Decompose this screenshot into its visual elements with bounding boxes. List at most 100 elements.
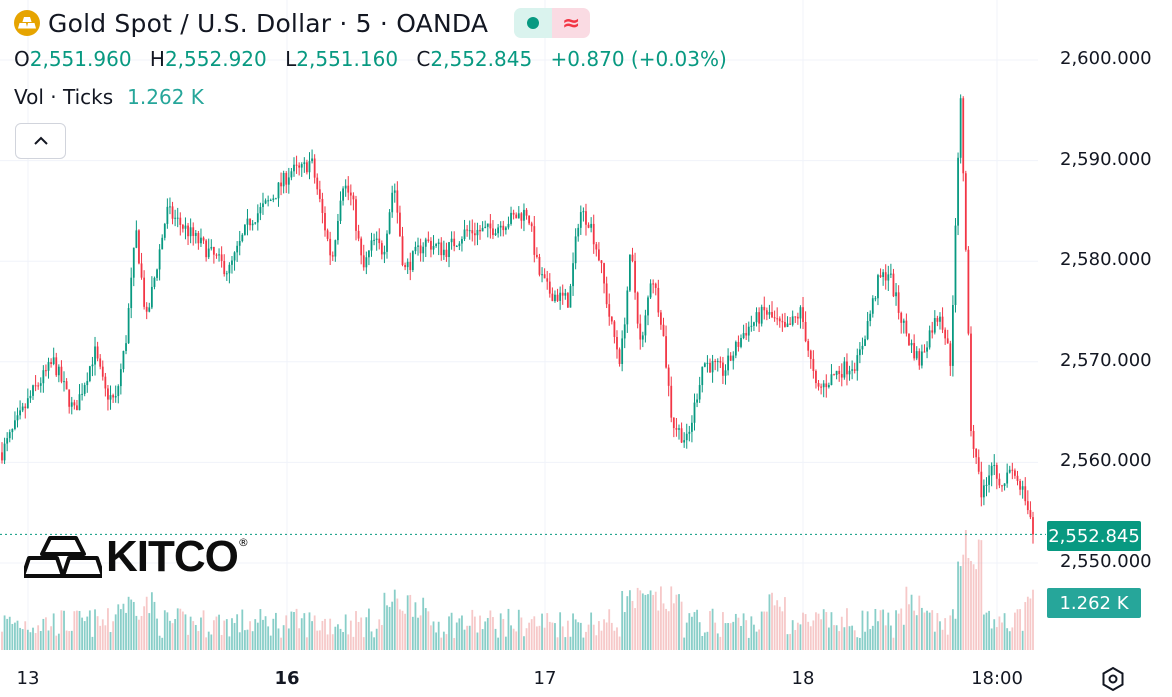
volume-bar (476, 632, 479, 650)
volume-bar (936, 613, 939, 650)
market-status[interactable]: ≈ (514, 8, 591, 38)
candle-body (843, 361, 846, 378)
volume-bar (290, 611, 293, 650)
candle-body (205, 240, 208, 258)
volume-bar (967, 557, 970, 650)
volume-bar (874, 608, 877, 650)
candle-body (215, 254, 218, 256)
candle-body (158, 249, 161, 270)
candle-body (838, 370, 841, 375)
volume-bar (24, 621, 27, 650)
candle-body (926, 347, 928, 352)
volume-bar (187, 634, 189, 650)
collapse-legend-button[interactable] (15, 123, 66, 159)
candle-body (78, 394, 81, 411)
volume-bar (910, 594, 913, 650)
volume-bar (559, 612, 562, 650)
candle-body (626, 290, 629, 325)
candle-body (941, 316, 944, 330)
candle-body (993, 465, 996, 467)
volume-bar (238, 632, 241, 650)
volume-bar (329, 618, 332, 650)
candle-body (373, 239, 375, 241)
volume-bar (660, 586, 662, 650)
volume-bar (530, 619, 533, 650)
volume-bar (758, 629, 761, 650)
volume-bar (504, 636, 507, 650)
candle-body (212, 246, 215, 255)
candle-body (520, 213, 523, 221)
volume-bar (760, 611, 763, 650)
candle-body (877, 275, 879, 299)
candle-body (401, 236, 404, 266)
volume-bar (675, 594, 678, 650)
volume-bar (962, 554, 965, 650)
candle-body (564, 293, 567, 296)
volume-bar (869, 629, 872, 650)
volume-bar (481, 629, 484, 650)
volume-bar (866, 611, 869, 650)
volume-bar (37, 625, 40, 650)
candle-body (189, 227, 192, 237)
candle-body (541, 274, 543, 276)
candle-body (282, 173, 285, 187)
volume-bar (342, 632, 344, 650)
volume-bar (362, 637, 365, 650)
candle-body (951, 305, 954, 366)
volume-bar (112, 621, 115, 650)
volume-bar (556, 637, 559, 650)
candle-body (1, 452, 3, 461)
candle-body (481, 227, 484, 232)
candle-body (313, 158, 316, 178)
candle-body (145, 306, 148, 312)
volume-bar (125, 612, 127, 650)
volume-bar (324, 618, 326, 650)
volume-bar (512, 628, 515, 650)
symbol-title[interactable]: Gold Spot / U.S. Dollar · 5 · OANDA (48, 8, 489, 38)
market-open-icon[interactable] (514, 8, 553, 38)
volume-bar (1011, 627, 1014, 650)
candle-body (771, 311, 773, 318)
candle-body (928, 330, 931, 348)
candle-body (582, 211, 585, 213)
volume-bar (941, 629, 944, 650)
candle-body (577, 227, 580, 237)
candle-body (355, 199, 357, 231)
candle-body (833, 374, 835, 376)
volume-bar (980, 540, 983, 650)
volume-bar (595, 635, 598, 650)
candle-body (1011, 469, 1014, 471)
delayed-data-icon[interactable]: ≈ (552, 8, 591, 38)
volume-bar (437, 621, 440, 650)
volume-bar (337, 624, 339, 650)
candle-body (337, 220, 339, 241)
volume-bar (641, 593, 644, 650)
volume-bar (846, 608, 848, 650)
candle-body (1014, 470, 1016, 476)
volume-bar (96, 616, 99, 650)
candle-body (274, 198, 277, 200)
candle-body (174, 217, 177, 219)
volume-bar (585, 631, 587, 650)
volume-bar (543, 627, 546, 650)
candle-body (342, 188, 344, 201)
volume-bar (789, 633, 792, 650)
candle-body (107, 388, 109, 400)
volume-bar (287, 628, 290, 650)
candle-body (900, 312, 903, 323)
candle-body (618, 349, 621, 364)
volume-bar (665, 608, 667, 650)
volume-bar (1006, 628, 1009, 650)
candles (1, 94, 1034, 544)
candle-body (272, 198, 275, 200)
candle-body (835, 370, 838, 375)
candle-body (1024, 486, 1027, 502)
volume-bar (647, 594, 649, 650)
volume-bar (753, 624, 755, 650)
candle-body (546, 278, 549, 282)
volume-bar (194, 624, 197, 650)
volume-bar (548, 621, 551, 650)
volume-bar (189, 616, 192, 650)
chart-settings-button[interactable] (1099, 665, 1127, 693)
